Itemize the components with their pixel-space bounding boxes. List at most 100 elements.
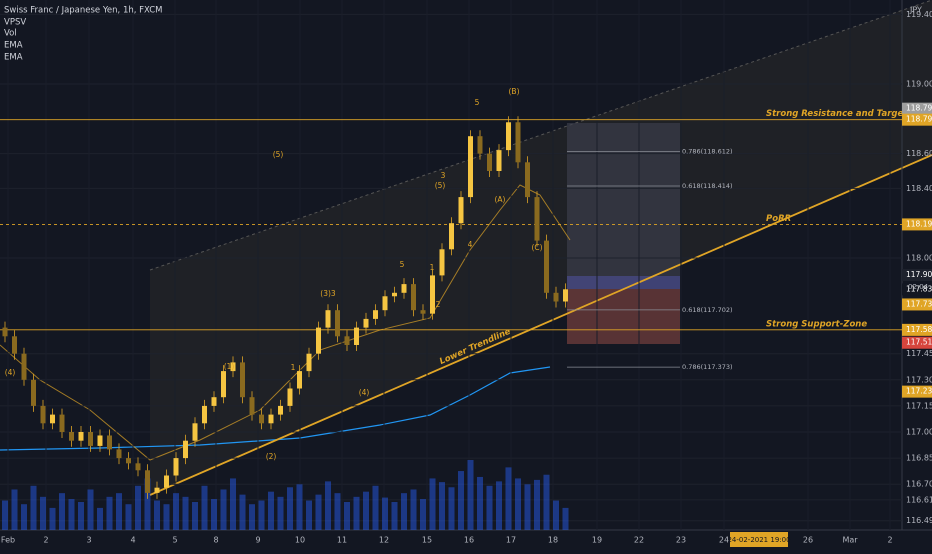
volume-bar (486, 485, 493, 530)
candle (544, 240, 549, 293)
candle (411, 284, 416, 311)
volume-bar (11, 489, 18, 530)
volume-bar (363, 491, 369, 530)
candle (268, 414, 274, 424)
wave-label: (A) (495, 195, 506, 204)
volume-bar (21, 504, 27, 530)
price-tag-label: 117.902 (906, 270, 932, 279)
level-label: Strong Support-Zone (766, 319, 867, 329)
volume-bar (467, 460, 474, 530)
candle (439, 249, 445, 276)
wave-label: (4) (359, 388, 370, 397)
volume-bar (59, 493, 65, 530)
wave-label: 5 (475, 98, 480, 107)
candle (458, 197, 464, 224)
candle (287, 388, 293, 406)
date-label: 16 (464, 536, 474, 545)
volume-bar (40, 496, 46, 530)
date-label: 12 (379, 536, 389, 545)
candle (211, 397, 217, 406)
price-tick-label: 119.000 (906, 80, 932, 89)
volume-bar (306, 500, 312, 530)
date-label: Feb (1, 536, 15, 545)
volume-bar (439, 482, 445, 530)
date-label: 15 (422, 536, 432, 545)
price-tick-label: 117.000 (906, 428, 932, 437)
price-tag (902, 336, 932, 349)
candle (59, 414, 65, 432)
candle (12, 336, 17, 354)
volume-bar (154, 500, 160, 530)
candle (164, 475, 169, 488)
volume-bar (429, 478, 436, 530)
crosshair-box (730, 532, 788, 547)
wave-label: 2 (436, 300, 441, 309)
wave-label: (1) (224, 362, 235, 371)
candle (392, 292, 397, 297)
price-tag (902, 218, 932, 231)
wave-label: 4 (468, 240, 473, 249)
volume-bar (296, 484, 303, 530)
volume-bar (135, 485, 141, 530)
volume-bar (448, 487, 455, 530)
volume-bar (201, 485, 208, 530)
date-label: 2 (887, 536, 892, 545)
lower-trendline (149, 154, 932, 496)
indicator: EMA (4, 53, 23, 63)
candle (335, 310, 340, 337)
price-tag (902, 385, 932, 398)
price-tag-label: 117.513 (906, 338, 932, 347)
candle (50, 414, 55, 424)
date-label: 23 (676, 536, 686, 545)
price-tick-label: 117.450 (906, 349, 932, 358)
wave-label: (B) (509, 87, 520, 96)
volume-bar (49, 507, 56, 530)
wave-label: (5) (435, 181, 446, 190)
candle (487, 153, 492, 171)
wave-label: 3 (441, 171, 446, 180)
candle (40, 405, 46, 424)
volume-bar (277, 496, 284, 530)
volume-bar (230, 478, 236, 530)
price-tick-label: 116.610 (906, 495, 932, 504)
candle (278, 405, 283, 415)
volume-bar (562, 507, 569, 530)
candle (88, 432, 93, 446)
volume-bar (534, 479, 540, 530)
fib-label: 0.618(117.702) (682, 306, 733, 314)
date-label: 5 (172, 536, 177, 545)
candle (69, 432, 74, 441)
wave-label: 5 (400, 260, 405, 269)
price-tag (902, 113, 932, 126)
date-label: 18 (548, 536, 558, 545)
price-tick-label: 116.700 (906, 480, 932, 489)
candle (382, 296, 388, 311)
wave-label: (5) (273, 150, 284, 159)
candle (525, 162, 530, 198)
candle (477, 136, 483, 154)
candle (173, 458, 179, 476)
date-label: 3 (86, 536, 91, 545)
level-label: Strong Resistance and Target-Zone (766, 109, 932, 119)
candle (306, 353, 312, 372)
volume-bar (211, 499, 217, 530)
candle (553, 292, 559, 302)
volume-bar (325, 481, 331, 530)
volume-bar (543, 474, 550, 530)
volume-bar (144, 478, 151, 530)
indicator: VPSV (4, 18, 26, 28)
price-tag-label: 118.193 (906, 219, 932, 228)
date-label: 8 (213, 536, 218, 545)
candle (135, 463, 141, 471)
volume-bar (315, 494, 322, 530)
target-box (567, 123, 680, 276)
price-tag-label: 117.733 (906, 299, 932, 308)
volume-bar (477, 476, 483, 530)
candle (325, 310, 331, 328)
candle (344, 336, 350, 345)
price-tag-label: 117.232 (906, 387, 932, 396)
volume-bar (78, 502, 84, 530)
date-label: 11 (337, 536, 347, 545)
candle (183, 440, 188, 459)
date-label: 24 (719, 536, 729, 545)
